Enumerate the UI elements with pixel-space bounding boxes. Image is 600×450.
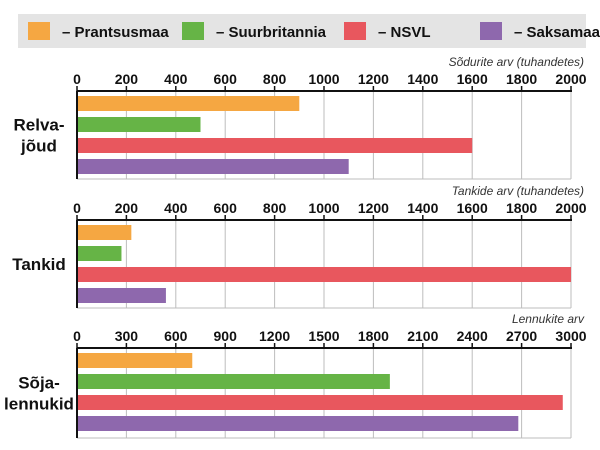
legend-label-saksamaa: – Saksamaa xyxy=(514,24,600,41)
tick-label: 0 xyxy=(73,71,81,87)
legend: – Prantsusmaa – Suurbritannia – NSVL – Saks… xyxy=(18,14,600,48)
tick-label: 800 xyxy=(263,200,287,216)
tick-label: 800 xyxy=(263,71,287,87)
chart-panel-1: Sõdurite arv (tuhandetes) 0 200 400 600 800 10… xyxy=(13,55,587,180)
group-label: Tankid xyxy=(12,255,66,274)
unit-label: Sõdurite arv (tuhandetes) xyxy=(449,55,584,69)
legend-label-prantsusmaa: – Prantsusmaa xyxy=(62,24,169,41)
tick-label: 1200 xyxy=(259,328,290,344)
legend-swatch-nsvl xyxy=(344,22,366,40)
tick-label: 2000 xyxy=(555,71,586,87)
tick-label: 1500 xyxy=(308,328,339,344)
tick-label: 600 xyxy=(214,71,238,87)
tick-label: 600 xyxy=(214,200,238,216)
bar-suurbritannia xyxy=(77,246,122,261)
bar-prantsusmaa xyxy=(77,96,300,111)
tick-label: 1800 xyxy=(506,71,537,87)
tick-label: 2700 xyxy=(506,328,537,344)
bar-suurbritannia xyxy=(77,374,390,389)
tick-label: 1600 xyxy=(457,200,488,216)
chart-panel-3: Lennukite arv 0 300 600 900 1200 1500 1800 2100 2… xyxy=(4,312,587,439)
tick-label: 2100 xyxy=(407,328,438,344)
tick-label: 300 xyxy=(115,328,139,344)
tick-label: 1800 xyxy=(506,200,537,216)
group-label: jõud xyxy=(20,137,57,156)
tick-label: 3000 xyxy=(555,328,586,344)
tick-label: 200 xyxy=(115,200,139,216)
unit-label: Lennukite arv xyxy=(512,312,585,326)
tick-label: 200 xyxy=(115,71,139,87)
tick-label: 1600 xyxy=(457,71,488,87)
bar-suurbritannia xyxy=(77,117,201,132)
chart-panel-2: Tankide arv (tuhandetes) 0 200 400 600 800 100… xyxy=(12,184,587,309)
tick-label: 1200 xyxy=(358,200,389,216)
tick-label: 400 xyxy=(164,200,188,216)
tick-label: 1400 xyxy=(407,200,438,216)
legend-label-nsvl: – NSVL xyxy=(378,24,431,41)
group-label: lennukid xyxy=(4,395,74,414)
bar-nsvl xyxy=(77,138,473,153)
legend-label-suurbritannia: – Suurbritannia xyxy=(216,24,327,41)
bar-saksamaa xyxy=(77,159,349,174)
legend-swatch-saksamaa xyxy=(480,22,502,40)
tick-label: 1200 xyxy=(358,71,389,87)
tick-label: 1000 xyxy=(308,200,339,216)
bar-prantsusmaa xyxy=(77,353,193,368)
tick-label: 1800 xyxy=(358,328,389,344)
legend-swatch-prantsusmaa xyxy=(28,22,50,40)
tick-label: 0 xyxy=(73,200,81,216)
bar-saksamaa xyxy=(77,288,166,303)
tick-label: 1000 xyxy=(308,71,339,87)
bar-nsvl xyxy=(77,395,563,410)
unit-label: Tankide arv (tuhandetes) xyxy=(452,184,584,198)
tick-label: 600 xyxy=(164,328,188,344)
tick-label: 2400 xyxy=(457,328,488,344)
bar-nsvl xyxy=(77,267,571,282)
tick-label: 900 xyxy=(214,328,238,344)
tick-label: 400 xyxy=(164,71,188,87)
bar-saksamaa xyxy=(77,416,519,431)
legend-swatch-suurbritannia xyxy=(182,22,204,40)
bar-prantsusmaa xyxy=(77,225,132,240)
tick-label: 0 xyxy=(73,328,81,344)
tick-label: 2000 xyxy=(555,200,586,216)
group-label: Sõja- xyxy=(18,374,60,393)
group-label: Relva- xyxy=(13,116,64,135)
tick-label: 1400 xyxy=(407,71,438,87)
